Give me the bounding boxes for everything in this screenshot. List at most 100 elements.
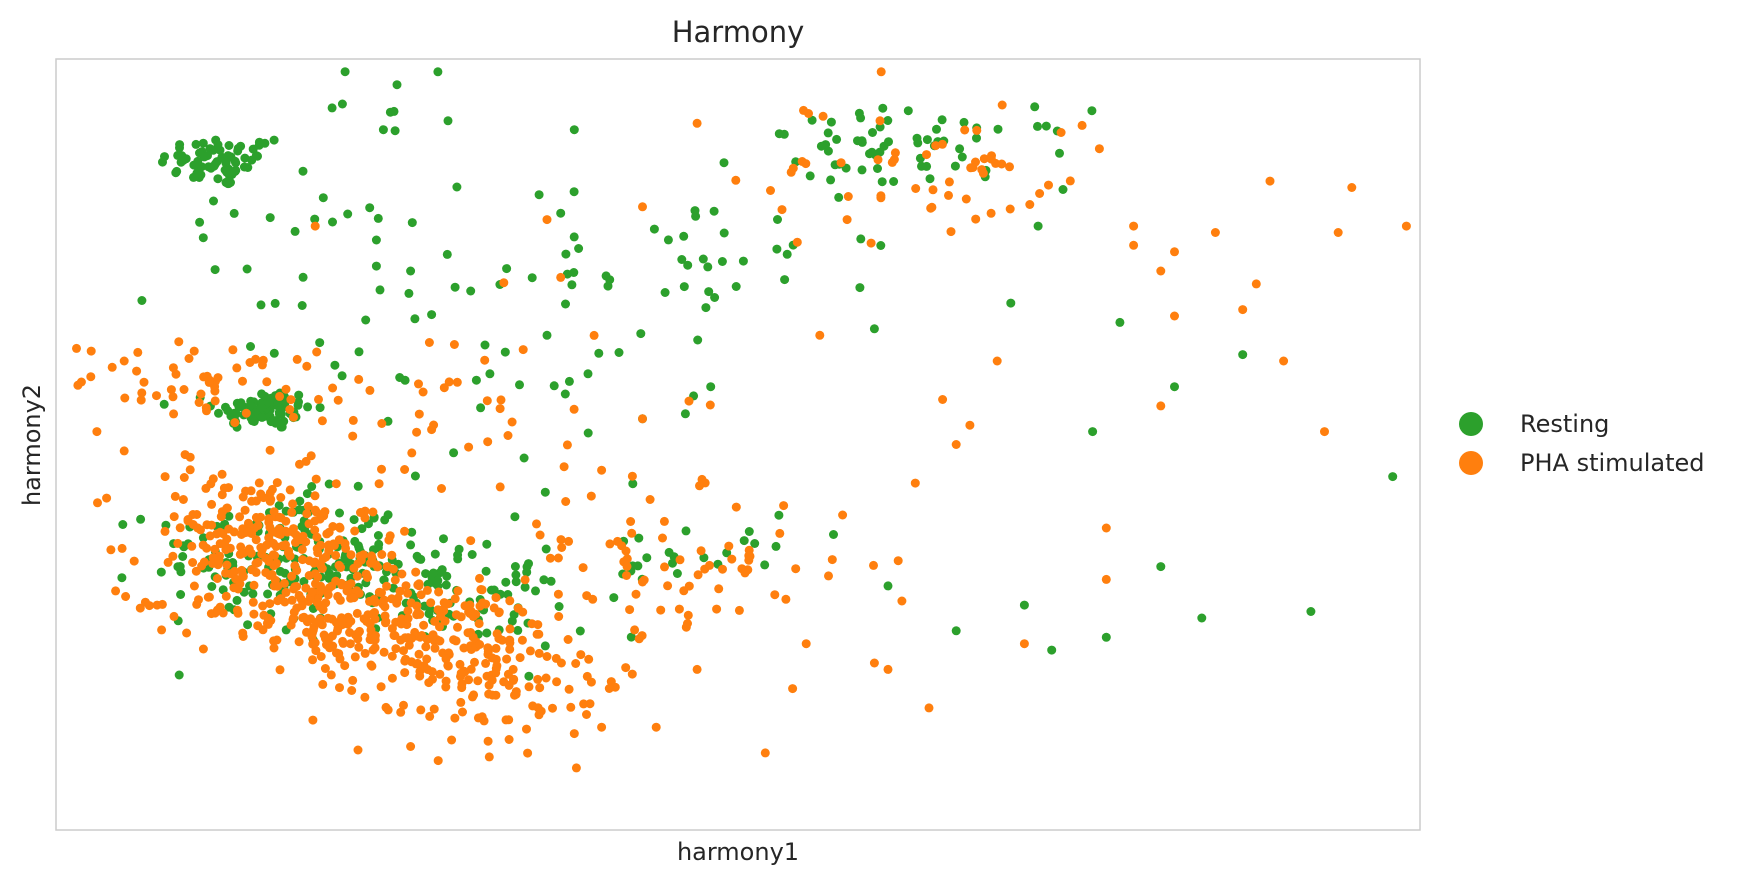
- point-1-28: [210, 386, 220, 396]
- point-0-409: [509, 610, 519, 620]
- point-0-538: [354, 347, 364, 357]
- point-0-258: [353, 481, 363, 491]
- point-0-407: [626, 632, 636, 642]
- point-1-819: [977, 165, 987, 175]
- point-0-621: [774, 510, 784, 520]
- point-1-501: [340, 661, 350, 671]
- point-1-390: [380, 602, 390, 612]
- point-1-926: [92, 427, 102, 437]
- point-1-165: [175, 523, 185, 533]
- point-1-809: [971, 214, 981, 224]
- point-1-372: [289, 584, 299, 594]
- point-1-21: [136, 395, 146, 405]
- point-0-514: [691, 211, 701, 221]
- point-0-333: [207, 582, 217, 591]
- point-1-746: [491, 593, 501, 603]
- point-1-840: [843, 192, 853, 201]
- point-1-232: [251, 496, 261, 506]
- point-1-234: [283, 548, 293, 558]
- point-1-666: [456, 668, 466, 678]
- point-0-627: [856, 234, 866, 244]
- point-1-673: [582, 710, 591, 719]
- point-1-743: [770, 590, 780, 600]
- point-1-817: [766, 186, 775, 195]
- point-1-797: [960, 125, 970, 135]
- point-0-554: [427, 310, 437, 320]
- point-1-758: [674, 604, 684, 614]
- point-0-504: [698, 254, 708, 264]
- point-1-696: [523, 748, 533, 758]
- point-1-864: [169, 409, 179, 419]
- point-1-889: [194, 398, 204, 407]
- point-1-925: [174, 337, 184, 347]
- point-0-331: [481, 566, 491, 576]
- point-1-497: [453, 586, 463, 596]
- point-1-859: [660, 562, 669, 572]
- point-1-574: [520, 575, 530, 585]
- point-0-589: [450, 282, 460, 292]
- point-1-945: [1210, 228, 1220, 237]
- point-1-244: [264, 556, 274, 566]
- point-1-656: [571, 659, 581, 668]
- point-1-442: [213, 605, 222, 615]
- point-0-561: [500, 347, 510, 357]
- point-0-609: [210, 265, 220, 275]
- point-1-755: [622, 561, 632, 571]
- point-1-591: [350, 630, 360, 640]
- point-1-525: [455, 659, 465, 669]
- point-1-675: [441, 676, 451, 686]
- point-0-472: [832, 134, 842, 144]
- point-1-846: [1005, 204, 1015, 214]
- point-1-860: [589, 330, 599, 340]
- point-1-815: [997, 100, 1007, 110]
- point-1-375: [316, 540, 326, 550]
- point-1-661: [517, 635, 527, 645]
- point-1-645: [505, 644, 515, 654]
- point-0-149: [273, 418, 283, 428]
- point-1-53: [202, 371, 212, 381]
- point-1-844: [986, 208, 996, 218]
- point-0-390: [513, 625, 523, 635]
- point-1-682: [443, 661, 453, 671]
- point-1-933: [542, 652, 552, 661]
- point-0-607: [270, 298, 280, 308]
- point-1-215: [281, 516, 291, 526]
- point-1-790: [578, 563, 588, 573]
- point-1-886: [627, 471, 637, 481]
- point-1-883: [424, 338, 434, 347]
- point-1-451: [302, 627, 311, 637]
- point-0-373: [539, 575, 549, 585]
- point-1-832: [944, 177, 954, 187]
- point-1-932: [406, 742, 416, 751]
- point-0-616: [1238, 350, 1248, 360]
- point-1-748: [582, 591, 592, 601]
- point-1-934: [569, 729, 579, 739]
- point-0-568: [628, 479, 638, 489]
- point-1-775: [705, 560, 714, 570]
- point-1-759: [724, 541, 734, 551]
- point-0-398: [511, 577, 521, 587]
- point-0-163: [335, 508, 344, 518]
- point-1-469: [238, 632, 248, 641]
- point-0-406: [433, 576, 443, 586]
- point-1-557: [294, 637, 304, 647]
- point-1-434: [349, 593, 359, 603]
- point-1-515: [387, 624, 397, 633]
- point-0-296: [349, 515, 359, 525]
- point-1-621: [416, 705, 426, 715]
- point-1-818: [911, 184, 921, 193]
- point-1-604: [417, 631, 427, 640]
- point-1-545: [533, 674, 543, 684]
- point-1-329: [212, 574, 222, 583]
- point-0-479: [913, 138, 923, 148]
- point-1-784: [663, 581, 673, 591]
- point-1-151: [189, 581, 199, 591]
- point-1-681: [548, 703, 557, 713]
- point-1-871: [569, 404, 579, 414]
- point-0-492: [868, 128, 877, 137]
- point-1-946: [1238, 305, 1248, 315]
- point-1-921: [556, 272, 566, 282]
- point-1-459: [363, 610, 373, 620]
- point-1-340: [337, 580, 347, 590]
- point-0-618: [1115, 317, 1125, 327]
